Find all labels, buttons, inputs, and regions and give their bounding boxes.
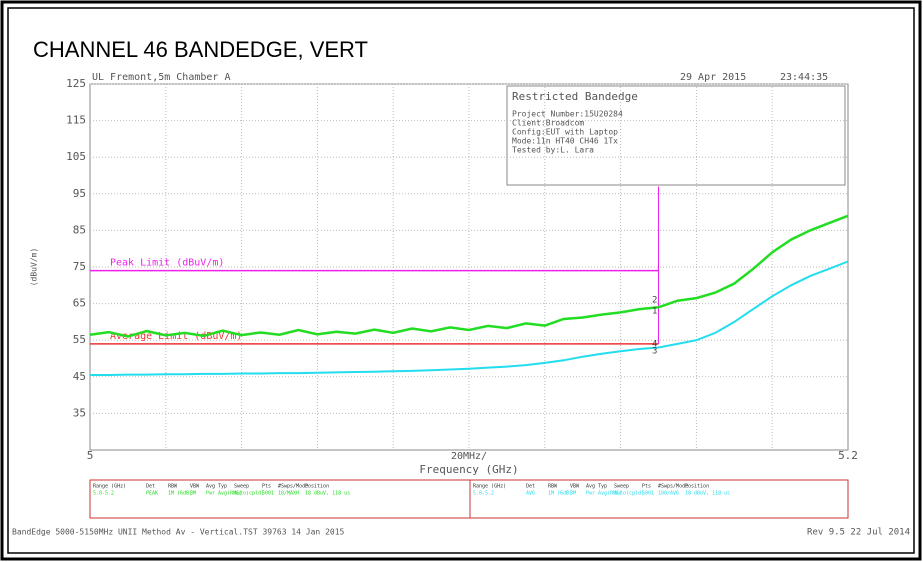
table-header: VBW <box>570 484 580 490</box>
info-line: Mode:11n HT40 CH46 1Tx <box>512 137 618 146</box>
table-cell: Pwr Avg(RMS) <box>206 491 242 497</box>
table-header: RBW <box>168 484 178 490</box>
table-cell: Pwr Avg(RMS) <box>586 491 622 497</box>
table-header: Range (GHz) <box>473 484 506 490</box>
footer-right: Rev 9.5 22 Jul 2014 <box>807 528 910 538</box>
x-division-label: 20MHz/ <box>451 451 487 462</box>
limit-label: Peak Limit (dBuV/m) <box>110 258 224 269</box>
y-tick-label: 115 <box>66 114 86 127</box>
info-line: Tested by:L. Lara <box>512 146 594 155</box>
table-cell: 5.0-5.2 <box>473 491 494 497</box>
table-header: VBW <box>190 484 200 490</box>
marker-label: 4 <box>652 339 657 349</box>
table-cell: 100/AVG <box>658 491 679 497</box>
info-box <box>506 85 846 186</box>
table-header: Pts <box>262 484 271 490</box>
footer-left: BandEdge 5000-5150MHz UNII Method Av - V… <box>12 528 345 537</box>
trace <box>90 260 849 376</box>
settings-table <box>89 479 849 519</box>
time-label: 23:44:35 <box>780 72 828 83</box>
table-cell: 5001 <box>262 491 274 497</box>
table-header: Avg Typ <box>586 484 607 490</box>
marker-label: 1 <box>652 306 657 316</box>
table-cell: 10/MAXH <box>278 491 299 497</box>
table-header: Sweep <box>614 484 629 490</box>
table-header: Avg Typ <box>206 484 227 490</box>
table-header: #Swps/Mode <box>658 484 688 490</box>
table-cell: auto(cpld) <box>614 491 644 497</box>
table-header: Det <box>526 484 535 490</box>
table-header: Position <box>685 484 709 490</box>
x-tick-label: 5 <box>87 449 94 462</box>
marker-label: 3 <box>652 347 657 357</box>
info-line: Client:Broadcom <box>512 119 584 128</box>
table-cell: 5001 <box>642 491 654 497</box>
table-header: Pts <box>642 484 651 490</box>
table-cell: AVG <box>526 491 535 497</box>
table-header: RBW <box>548 484 558 490</box>
y-tick-label: 55 <box>73 333 86 346</box>
info-heading: Restricted Bandedge <box>512 90 638 103</box>
table-header: Sweep <box>234 484 249 490</box>
y-axis-label: (dBuV/m) <box>30 248 39 287</box>
y-tick-label: 75 <box>73 260 86 273</box>
chart-title: CHANNEL 46 BANDEDGE, VERT <box>33 37 368 62</box>
y-tick-label: 85 <box>73 223 86 236</box>
table-header: Range (GHz) <box>93 484 126 490</box>
table-cell: 3M <box>190 491 196 497</box>
table-cell: 18 dBuV, 118 us <box>305 491 350 497</box>
table-cell: 1M (6dB) <box>548 491 572 497</box>
y-tick-label: 125 <box>66 77 86 90</box>
y-tick-label: 35 <box>73 406 86 419</box>
y-tick-label: 95 <box>73 187 86 200</box>
x-axis-label: Frequency (GHz) <box>419 463 518 476</box>
table-cell: 18 dBuV, 118 us <box>685 491 730 497</box>
x-tick-label: 5.2 <box>838 449 858 462</box>
table-cell: 3M <box>570 491 576 497</box>
table-cell: 1M (6dB) <box>168 491 192 497</box>
inner-frame <box>7 7 915 554</box>
table-header: Det <box>146 484 155 490</box>
y-tick-label: 105 <box>66 150 86 163</box>
date-label: 29 Apr 2015 <box>680 72 746 83</box>
limit-label: Average Limit (dBuV/m) <box>110 331 242 342</box>
trace <box>89 214 849 338</box>
table-header: Position <box>305 484 329 490</box>
info-line: Project Number:15U20284 <box>512 110 623 119</box>
table-cell: 5.0-5.2 <box>93 491 114 497</box>
info-line: Config:EUT with Laptop <box>512 128 618 137</box>
y-tick-label: 65 <box>73 297 86 310</box>
y-tick-label: 45 <box>73 370 86 383</box>
table-header: #Swps/Mode <box>278 484 308 490</box>
table-cell: auto(cpld) <box>234 491 264 497</box>
marker-label: 2 <box>652 295 657 305</box>
table-cell: PEAK <box>146 491 158 497</box>
site-label: UL Fremont,5m Chamber A <box>92 72 230 83</box>
